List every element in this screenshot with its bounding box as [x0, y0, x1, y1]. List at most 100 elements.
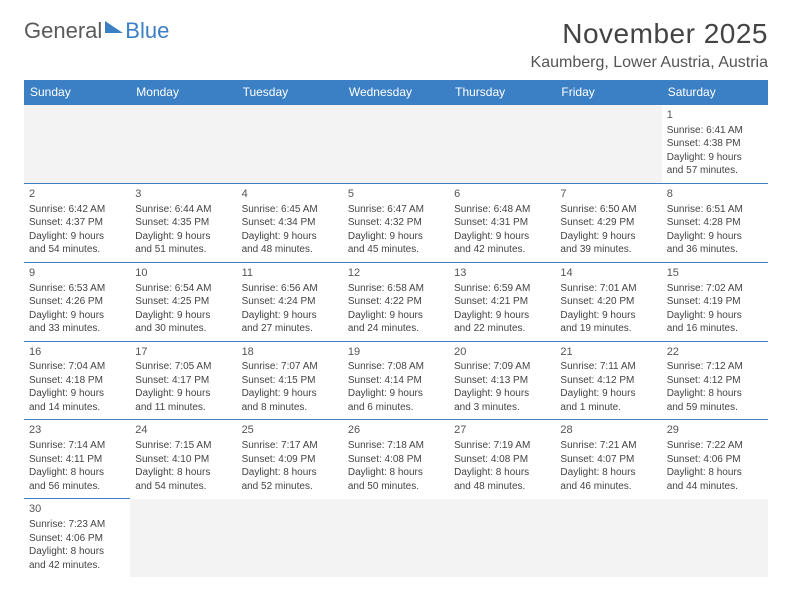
- day-number: 19: [348, 345, 444, 360]
- title-block: November 2025 Kaumberg, Lower Austria, A…: [531, 18, 768, 72]
- calendar-cell: 4Sunrise: 6:45 AMSunset: 4:34 PMDaylight…: [237, 183, 343, 262]
- day-detail: Daylight: 9 hours: [242, 387, 338, 401]
- calendar-cell: 30Sunrise: 7:23 AMSunset: 4:06 PMDayligh…: [24, 499, 130, 577]
- day-detail: Sunrise: 7:08 AM: [348, 360, 444, 374]
- day-header: Monday: [130, 80, 236, 105]
- day-detail: Sunrise: 7:01 AM: [560, 282, 656, 296]
- day-detail: Sunrise: 6:50 AM: [560, 203, 656, 217]
- calendar-cell: 2Sunrise: 6:42 AMSunset: 4:37 PMDaylight…: [24, 183, 130, 262]
- calendar-cell: 16Sunrise: 7:04 AMSunset: 4:18 PMDayligh…: [24, 341, 130, 420]
- day-detail: Sunset: 4:12 PM: [560, 374, 656, 388]
- day-detail: and 59 minutes.: [667, 401, 763, 415]
- day-detail: and 1 minute.: [560, 401, 656, 415]
- day-detail: Daylight: 9 hours: [667, 309, 763, 323]
- calendar-cell: 22Sunrise: 7:12 AMSunset: 4:12 PMDayligh…: [662, 341, 768, 420]
- day-detail: Daylight: 9 hours: [560, 309, 656, 323]
- day-detail: and 3 minutes.: [454, 401, 550, 415]
- calendar-cell: [449, 499, 555, 577]
- day-detail: Sunrise: 7:12 AM: [667, 360, 763, 374]
- day-number: 5: [348, 187, 444, 202]
- day-detail: Daylight: 9 hours: [454, 387, 550, 401]
- calendar-cell: 9Sunrise: 6:53 AMSunset: 4:26 PMDaylight…: [24, 262, 130, 341]
- day-number: 8: [667, 187, 763, 202]
- day-detail: Sunrise: 6:42 AM: [29, 203, 125, 217]
- day-detail: and 52 minutes.: [242, 480, 338, 494]
- day-number: 13: [454, 266, 550, 281]
- day-detail: Sunset: 4:25 PM: [135, 295, 231, 309]
- calendar-week-row: 30Sunrise: 7:23 AMSunset: 4:06 PMDayligh…: [24, 499, 768, 577]
- day-detail: Sunrise: 6:51 AM: [667, 203, 763, 217]
- calendar-cell: 11Sunrise: 6:56 AMSunset: 4:24 PMDayligh…: [237, 262, 343, 341]
- day-detail: and 48 minutes.: [242, 243, 338, 257]
- calendar-week-row: 9Sunrise: 6:53 AMSunset: 4:26 PMDaylight…: [24, 262, 768, 341]
- day-number: 6: [454, 187, 550, 202]
- day-number: 7: [560, 187, 656, 202]
- day-number: 15: [667, 266, 763, 281]
- day-detail: Daylight: 9 hours: [29, 387, 125, 401]
- calendar-cell: 20Sunrise: 7:09 AMSunset: 4:13 PMDayligh…: [449, 341, 555, 420]
- day-detail: and 50 minutes.: [348, 480, 444, 494]
- header: General Blue November 2025 Kaumberg, Low…: [24, 18, 768, 72]
- logo-text-general: General: [24, 18, 102, 44]
- day-detail: Sunset: 4:17 PM: [135, 374, 231, 388]
- day-detail: Daylight: 8 hours: [242, 466, 338, 480]
- calendar-cell: 18Sunrise: 7:07 AMSunset: 4:15 PMDayligh…: [237, 341, 343, 420]
- day-detail: and 36 minutes.: [667, 243, 763, 257]
- day-detail: Sunset: 4:13 PM: [454, 374, 550, 388]
- day-detail: Sunset: 4:19 PM: [667, 295, 763, 309]
- day-detail: Sunrise: 6:59 AM: [454, 282, 550, 296]
- day-detail: and 51 minutes.: [135, 243, 231, 257]
- calendar-cell: [237, 105, 343, 184]
- day-detail: Sunset: 4:06 PM: [29, 532, 125, 546]
- day-number: 10: [135, 266, 231, 281]
- day-number: 25: [242, 423, 338, 438]
- day-number: 27: [454, 423, 550, 438]
- day-detail: Sunrise: 6:45 AM: [242, 203, 338, 217]
- calendar-cell: [343, 105, 449, 184]
- calendar-cell: 29Sunrise: 7:22 AMSunset: 4:06 PMDayligh…: [662, 420, 768, 499]
- day-detail: Sunset: 4:09 PM: [242, 453, 338, 467]
- day-detail: Sunset: 4:31 PM: [454, 216, 550, 230]
- day-detail: and 39 minutes.: [560, 243, 656, 257]
- day-number: 11: [242, 266, 338, 281]
- day-detail: Sunrise: 7:14 AM: [29, 439, 125, 453]
- calendar-cell: 26Sunrise: 7:18 AMSunset: 4:08 PMDayligh…: [343, 420, 449, 499]
- day-detail: Daylight: 8 hours: [667, 466, 763, 480]
- day-detail: Sunrise: 7:02 AM: [667, 282, 763, 296]
- calendar-cell: [343, 499, 449, 577]
- day-detail: Sunrise: 7:18 AM: [348, 439, 444, 453]
- day-detail: Sunrise: 7:17 AM: [242, 439, 338, 453]
- day-detail: Daylight: 8 hours: [29, 545, 125, 559]
- calendar-cell: 13Sunrise: 6:59 AMSunset: 4:21 PMDayligh…: [449, 262, 555, 341]
- calendar-cell: 10Sunrise: 6:54 AMSunset: 4:25 PMDayligh…: [130, 262, 236, 341]
- calendar-cell: [237, 499, 343, 577]
- calendar-cell: 24Sunrise: 7:15 AMSunset: 4:10 PMDayligh…: [130, 420, 236, 499]
- day-detail: Daylight: 9 hours: [29, 309, 125, 323]
- calendar-cell: [555, 105, 661, 184]
- day-detail: Sunset: 4:08 PM: [348, 453, 444, 467]
- calendar-week-row: 23Sunrise: 7:14 AMSunset: 4:11 PMDayligh…: [24, 420, 768, 499]
- day-detail: Sunset: 4:26 PM: [29, 295, 125, 309]
- day-detail: Sunset: 4:34 PM: [242, 216, 338, 230]
- calendar-cell: 8Sunrise: 6:51 AMSunset: 4:28 PMDaylight…: [662, 183, 768, 262]
- day-detail: Daylight: 9 hours: [242, 309, 338, 323]
- day-detail: Sunset: 4:38 PM: [667, 137, 763, 151]
- day-detail: Sunset: 4:18 PM: [29, 374, 125, 388]
- day-detail: Sunrise: 6:53 AM: [29, 282, 125, 296]
- day-detail: Sunrise: 7:15 AM: [135, 439, 231, 453]
- calendar-week-row: 2Sunrise: 6:42 AMSunset: 4:37 PMDaylight…: [24, 183, 768, 262]
- day-detail: and 54 minutes.: [29, 243, 125, 257]
- calendar-table: SundayMondayTuesdayWednesdayThursdayFrid…: [24, 80, 768, 577]
- day-detail: and 16 minutes.: [667, 322, 763, 336]
- calendar-header-row: SundayMondayTuesdayWednesdayThursdayFrid…: [24, 80, 768, 105]
- day-header: Thursday: [449, 80, 555, 105]
- calendar-cell: 28Sunrise: 7:21 AMSunset: 4:07 PMDayligh…: [555, 420, 661, 499]
- day-detail: Daylight: 8 hours: [560, 466, 656, 480]
- day-detail: and 44 minutes.: [667, 480, 763, 494]
- day-detail: Sunrise: 6:44 AM: [135, 203, 231, 217]
- calendar-cell: 7Sunrise: 6:50 AMSunset: 4:29 PMDaylight…: [555, 183, 661, 262]
- day-detail: Sunrise: 6:41 AM: [667, 124, 763, 138]
- calendar-cell: [555, 499, 661, 577]
- day-detail: Sunrise: 6:58 AM: [348, 282, 444, 296]
- day-header: Tuesday: [237, 80, 343, 105]
